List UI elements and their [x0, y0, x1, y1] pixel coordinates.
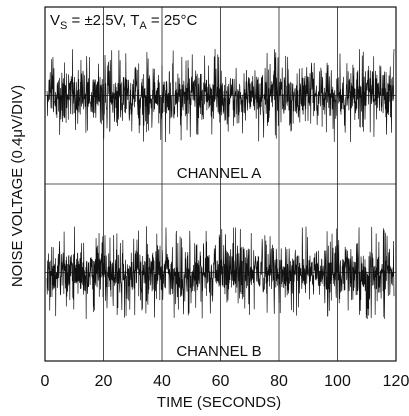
series-label-channel-a: CHANNEL A	[177, 165, 261, 182]
cond-sub-a: A	[139, 20, 147, 32]
noise-traces	[46, 49, 395, 319]
x-axis-label: TIME (SECONDS)	[157, 394, 281, 411]
noise-trace-channel-a	[46, 49, 395, 142]
x-tick-label: 120	[383, 373, 409, 390]
test-conditions: VS = ±2.5V, TA = 25°C	[50, 12, 198, 32]
x-tick-label: 100	[324, 373, 351, 390]
y-axis-label: NOISE VOLTAGE (0.4μV/DIV)	[9, 85, 26, 287]
cond-suffix: = 25°C	[147, 12, 198, 29]
x-tick-label: 0	[41, 373, 50, 390]
x-tick-label: 40	[153, 373, 171, 390]
series-label-channel-b: CHANNEL B	[176, 343, 261, 360]
cond-sub-s: S	[60, 20, 67, 32]
noise-trace-channel-b	[46, 226, 395, 319]
x-tick-labels: 0 20 40 60 80 100 120	[41, 373, 409, 390]
x-tick-label: 60	[212, 373, 230, 390]
x-tick-label: 80	[270, 373, 288, 390]
chart-grid	[44, 6, 397, 362]
cond-middle: = ±2.5V, T	[67, 12, 139, 29]
x-tick-label: 20	[95, 373, 113, 390]
cond-prefix: V	[50, 12, 60, 29]
